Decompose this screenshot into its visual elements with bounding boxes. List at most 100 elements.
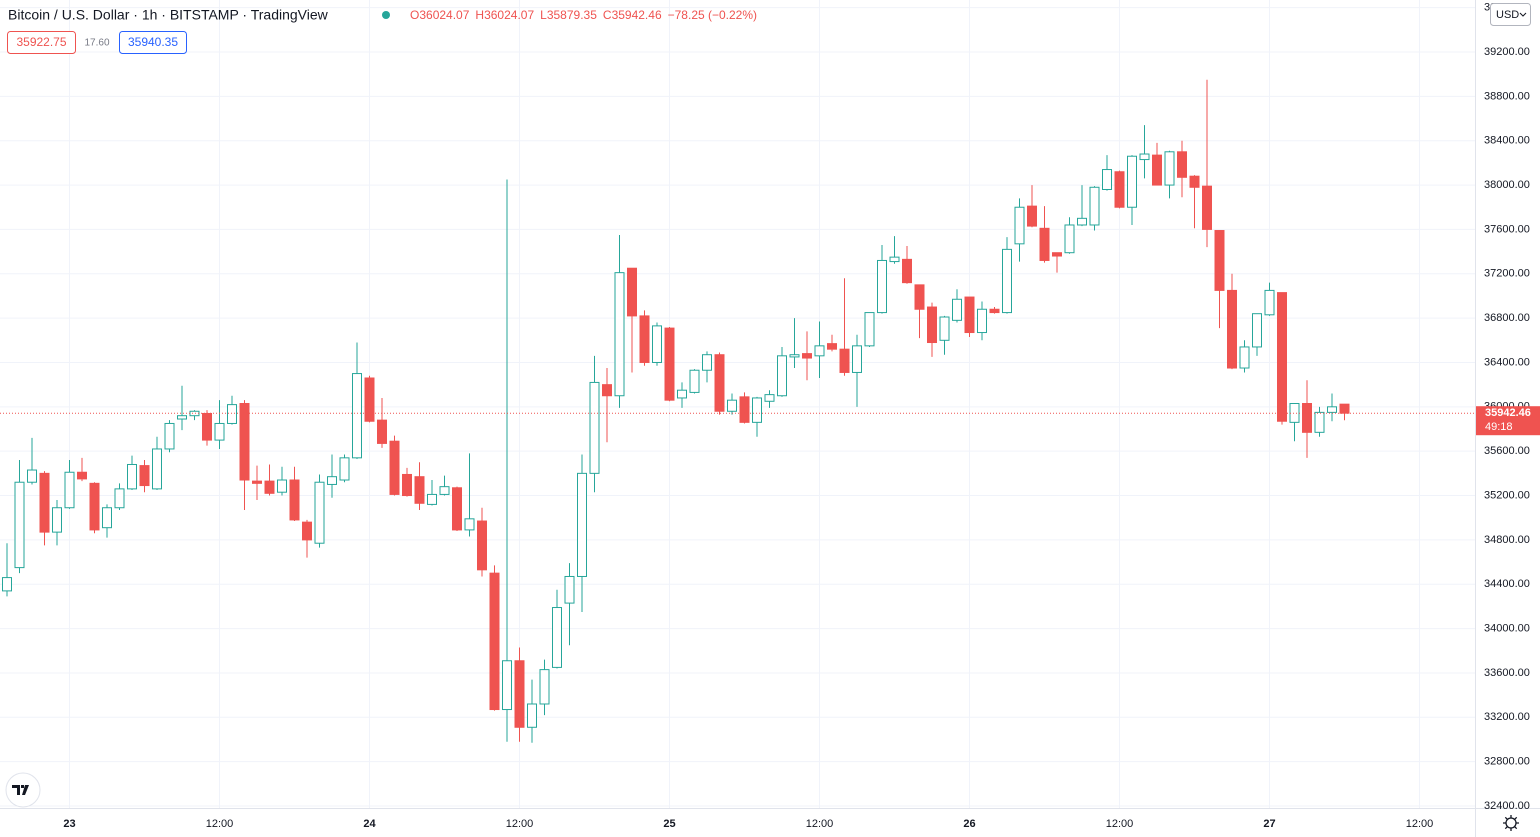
x-tick-label: 25	[663, 818, 675, 830]
candle-body	[989, 308, 1000, 314]
candle-body	[1277, 292, 1287, 422]
x-tick-label: 12:00	[806, 818, 834, 830]
x-tick-label: 12:00	[506, 818, 534, 830]
last-price-label: 35942.46	[1485, 407, 1531, 419]
ask-price[interactable]: 35940.35	[128, 35, 178, 49]
ohlc-key: C	[603, 8, 612, 22]
y-tick-label: 39200.00	[1484, 46, 1530, 58]
y-tick-label: 33200.00	[1484, 711, 1530, 723]
candle-body	[202, 412, 212, 441]
candle-body	[1302, 403, 1312, 433]
candle-body	[652, 325, 662, 363]
candle-body	[1227, 289, 1237, 369]
candle-body	[977, 308, 987, 334]
candle-body	[1214, 230, 1225, 291]
candle-body	[139, 465, 150, 487]
candle-body	[1289, 403, 1300, 423]
candle-body	[1114, 171, 1125, 208]
candle-body	[264, 480, 275, 494]
candle-body	[302, 521, 312, 541]
candle-body	[77, 471, 87, 480]
candle-body	[802, 353, 812, 359]
x-tick-label: 12:00	[1106, 818, 1134, 830]
candle-body	[827, 343, 837, 350]
y-tick-label: 33600.00	[1484, 667, 1530, 679]
candles	[0, 79, 1475, 743]
y-tick-label: 32400.00	[1484, 800, 1530, 812]
candle-body	[1014, 206, 1025, 245]
candle-body	[1127, 155, 1137, 208]
candle-body	[177, 415, 187, 420]
candle-body	[1039, 227, 1050, 261]
candle-body	[1102, 169, 1112, 190]
candle-body	[127, 463, 137, 490]
candle-body	[289, 479, 300, 521]
y-tick-label: 32800.00	[1484, 756, 1530, 768]
settings-gear-teeth	[1503, 815, 1519, 831]
y-tick-label: 37600.00	[1484, 223, 1530, 235]
candle-body	[164, 422, 175, 450]
settings-button[interactable]	[1503, 815, 1519, 831]
candle-body	[477, 520, 487, 571]
currency-button[interactable]	[1490, 3, 1531, 26]
candle-body	[527, 703, 537, 728]
candle-body	[539, 669, 550, 705]
y-tick-label: 34000.00	[1484, 622, 1530, 634]
candle-body	[1027, 205, 1037, 227]
candle-body	[64, 471, 75, 509]
currency-label[interactable]: USD	[1496, 9, 1519, 21]
ohlc-value: 35942.46	[612, 8, 662, 22]
candle-body	[1002, 248, 1012, 314]
candle-body	[152, 448, 162, 490]
logo-mark	[12, 785, 29, 795]
candle-body	[377, 419, 387, 444]
candle-body	[414, 476, 425, 504]
candle-body	[489, 572, 500, 711]
ask-box[interactable]	[119, 31, 187, 54]
y-tick-label: 36400.00	[1484, 356, 1530, 368]
candle-body	[602, 384, 612, 397]
candle-body	[502, 660, 512, 711]
tradingview-logo[interactable]	[5, 772, 41, 808]
candle-body	[227, 404, 237, 424]
candle-body	[89, 482, 100, 531]
y-tick-label: 37200.00	[1484, 268, 1530, 280]
bid-price[interactable]: 35922.75	[16, 35, 66, 49]
candle-body	[739, 396, 750, 423]
candle-body	[452, 487, 462, 531]
candle-body	[327, 476, 337, 485]
candle-body	[214, 422, 225, 441]
candle-body	[627, 267, 637, 317]
candle-body	[702, 354, 712, 371]
candle-body	[839, 348, 850, 373]
ohlc-legend: O36024.07 H36024.07 L35879.35 C35942.46 −78.…	[410, 8, 757, 22]
candle-body	[789, 354, 800, 358]
y-tick-label: 34400.00	[1484, 578, 1530, 590]
ohlc-value: 36024.07	[484, 8, 534, 22]
candle-body	[577, 472, 587, 577]
candle-body	[427, 493, 437, 505]
candle-body	[1152, 154, 1162, 186]
candle-body	[689, 369, 700, 393]
candle-body	[614, 272, 625, 397]
candle-body	[1264, 289, 1275, 316]
y-tick-label: 38400.00	[1484, 135, 1530, 147]
countdown-label: 49:18	[1485, 421, 1513, 433]
ohlc-key: L	[540, 8, 547, 22]
y-tick-label: 36800.00	[1484, 312, 1530, 324]
ohlc-key: O	[410, 8, 419, 22]
candle-body	[2, 577, 12, 592]
candle-body	[752, 397, 762, 423]
candle-body	[1077, 217, 1087, 226]
candle-body	[464, 518, 475, 531]
candle-body	[1177, 151, 1187, 178]
candle-body	[1052, 252, 1062, 257]
y-tick-label: 35200.00	[1484, 489, 1530, 501]
y-tick-label: 38000.00	[1484, 179, 1530, 191]
y-tick-label: 35600.00	[1484, 445, 1530, 457]
logo-circle[interactable]	[5, 772, 41, 808]
candle-body	[814, 345, 825, 357]
candle-body	[677, 389, 687, 399]
bid-box[interactable]	[7, 31, 76, 54]
